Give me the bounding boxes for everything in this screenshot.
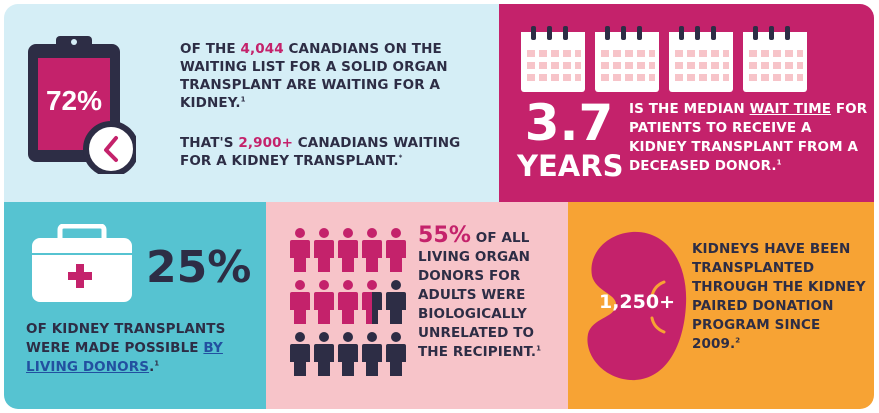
clipboard-stat: 72%: [46, 85, 102, 116]
paired-donation-panel: 1,250+ KIDNEYS HAVE BEEN TRANSPLANTED TH…: [568, 202, 874, 409]
median-years-number: 3.7: [524, 94, 614, 152]
wait-time-link[interactable]: WAIT TIME: [749, 101, 832, 117]
calendar-icon: [521, 26, 585, 92]
living-donors-text: OF KIDNEY TRANSPLANTS WERE MADE POSSIBLE…: [26, 321, 226, 375]
people-icons: [290, 228, 406, 376]
unrelated-stat: 55%: [418, 223, 471, 248]
unrelated-donors-text: 55% OF ALL LIVING ORGAN DONORS FOR ADULT…: [418, 223, 542, 361]
paired-donation-text: KIDNEYS HAVE BEEN TRANSPLANTED THROUGH T…: [692, 241, 866, 352]
calendar-icons: [521, 26, 807, 92]
median-years-unit: YEARS: [517, 149, 624, 183]
waiting-list-text: OF THE 4,044 CANADIANS ON THE WAITING LI…: [180, 41, 448, 111]
kidney-icon: [587, 231, 687, 381]
waiting-list-panel: 72% OF THE 4,044 CANADIANS ON THE WAITIN…: [4, 4, 499, 202]
cooler-icon: [32, 224, 132, 302]
wait-time-panel: 3.7 YEARS IS THE MEDIAN WAIT TIME FOR PA…: [499, 4, 874, 202]
unrelated-donors-panel: 55% OF ALL LIVING ORGAN DONORS FOR ADULT…: [266, 202, 568, 409]
clipboard-clock-icon: 72%: [28, 36, 136, 174]
wait-time-text: IS THE MEDIAN WAIT TIME FOR PATIENTS TO …: [629, 101, 868, 174]
living-donors-panel: 25% OF KIDNEY TRANSPLANTS WERE MADE POSS…: [4, 202, 266, 409]
living-donors-link[interactable]: BY LIVING DONORS: [26, 340, 223, 375]
clock-icon: [83, 121, 136, 174]
kidney-waiting-text: THAT'S 2,900+ CANADIANS WAITING FOR A KI…: [180, 135, 461, 169]
paired-donation-stat: 1,250+: [598, 291, 676, 313]
living-donor-stat: 25%: [146, 242, 252, 293]
